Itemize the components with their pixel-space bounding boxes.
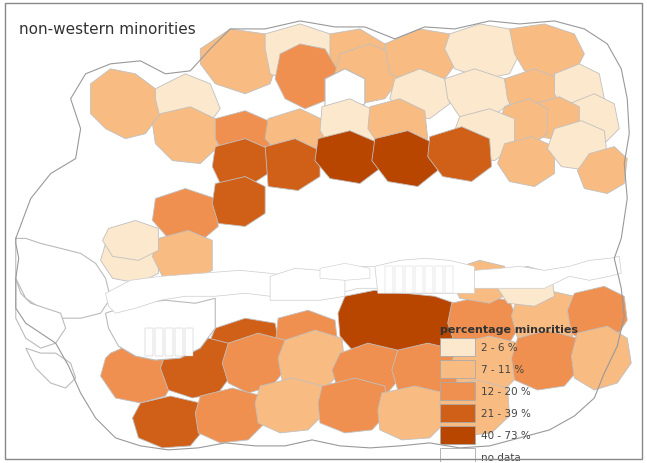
Polygon shape [212,177,265,227]
Polygon shape [440,380,510,436]
Polygon shape [395,267,403,294]
Polygon shape [452,109,514,161]
Polygon shape [531,98,579,141]
Polygon shape [153,189,218,244]
Polygon shape [16,279,65,348]
Bar [440,360,475,378]
Polygon shape [444,25,520,80]
Text: percentage minorities: percentage minorities [440,325,578,334]
Polygon shape [428,127,492,182]
Polygon shape [330,30,385,89]
Polygon shape [210,319,280,370]
Polygon shape [378,386,448,440]
Polygon shape [320,264,370,281]
Polygon shape [385,267,393,294]
Text: 40 - 73 %: 40 - 73 % [481,430,531,440]
Polygon shape [375,259,475,294]
Polygon shape [547,121,608,171]
Polygon shape [175,328,183,357]
Polygon shape [146,328,153,357]
Polygon shape [212,139,268,187]
Polygon shape [91,69,160,139]
Text: no data: no data [481,452,520,462]
Polygon shape [318,378,388,433]
Polygon shape [223,333,288,393]
Polygon shape [320,100,378,154]
Polygon shape [405,267,413,294]
Polygon shape [195,388,265,443]
Polygon shape [385,30,459,85]
Polygon shape [498,100,547,147]
Polygon shape [102,221,159,261]
Polygon shape [335,45,400,105]
Polygon shape [554,65,604,114]
Polygon shape [265,109,328,161]
Polygon shape [512,331,582,390]
Polygon shape [275,45,340,109]
Bar [440,338,475,357]
Polygon shape [444,267,453,294]
Polygon shape [415,267,422,294]
Polygon shape [265,139,320,191]
Polygon shape [153,231,212,281]
Polygon shape [435,267,443,294]
Polygon shape [390,69,450,119]
Polygon shape [315,131,380,184]
Polygon shape [424,267,433,294]
Polygon shape [372,131,438,187]
Polygon shape [16,239,111,319]
Polygon shape [255,378,325,433]
Polygon shape [444,69,510,119]
Text: 21 - 39 %: 21 - 39 % [481,408,531,418]
Polygon shape [338,291,455,360]
Polygon shape [498,267,554,307]
Polygon shape [160,337,236,398]
Polygon shape [498,138,554,187]
Polygon shape [201,30,280,94]
Polygon shape [105,299,215,360]
Polygon shape [105,257,621,313]
Polygon shape [265,25,340,85]
Polygon shape [505,69,564,118]
Bar [440,404,475,422]
Polygon shape [270,267,345,300]
Polygon shape [325,69,365,114]
Polygon shape [100,237,159,284]
Polygon shape [452,261,510,304]
Bar [440,448,475,463]
Polygon shape [166,328,173,357]
Polygon shape [185,328,193,357]
Polygon shape [100,340,179,403]
Text: 2 - 6 %: 2 - 6 % [481,343,517,352]
Polygon shape [332,344,402,400]
Polygon shape [275,311,338,363]
Bar [440,426,475,444]
Polygon shape [278,331,345,390]
Text: non-western minorities: non-western minorities [19,22,195,37]
Polygon shape [512,291,582,348]
Polygon shape [448,297,520,353]
Polygon shape [215,112,270,161]
Polygon shape [510,25,584,80]
Polygon shape [155,328,164,357]
Polygon shape [571,326,631,390]
Polygon shape [153,107,218,164]
Polygon shape [452,337,523,393]
Polygon shape [392,344,462,400]
Polygon shape [567,94,619,144]
Polygon shape [26,348,76,388]
Polygon shape [133,396,205,448]
Text: 12 - 20 %: 12 - 20 % [481,386,531,396]
Polygon shape [567,287,627,346]
Polygon shape [155,75,220,134]
Polygon shape [368,100,428,154]
Text: 7 - 11 %: 7 - 11 % [481,364,524,374]
Bar [440,382,475,400]
Polygon shape [577,147,627,194]
